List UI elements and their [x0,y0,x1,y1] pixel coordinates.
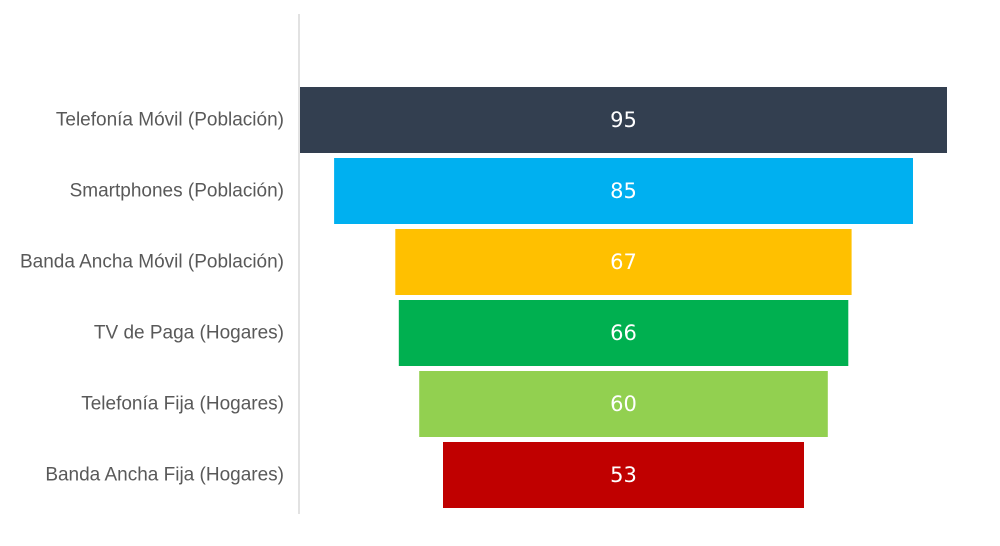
category-label: Smartphones (Población) [70,181,284,202]
bars-group [300,87,947,508]
category-label: Telefonía Fija (Hogares) [81,394,284,415]
data-label: 53 [610,463,637,487]
data-label: 66 [610,321,637,345]
category-label: Banda Ancha Fija (Hogares) [45,465,284,486]
funnel-bar [419,371,828,437]
category-label: Telefonía Móvil (Población) [56,110,284,131]
funnel-bar [395,229,852,295]
data-label: 85 [610,179,637,203]
category-labels: Telefonía Móvil (Población) Smartphones (… [20,110,284,486]
data-label: 95 [610,108,637,132]
funnel-bar [398,300,849,366]
data-label: 67 [610,250,637,274]
category-label: TV de Paga (Hogares) [94,323,284,344]
funnel-bar [300,87,947,153]
value-labels: 95 85 67 66 60 53 [610,108,637,487]
funnel-bar [334,158,914,224]
category-label: Banda Ancha Móvil (Población) [20,252,284,273]
funnel-bar [443,442,804,508]
data-label: 60 [610,392,637,416]
